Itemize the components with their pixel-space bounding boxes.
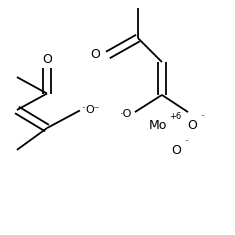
Text: ··: ·· [200, 113, 205, 121]
Text: Mo: Mo [149, 119, 168, 132]
Text: O: O [90, 48, 100, 62]
Text: ·O: ·O [120, 109, 133, 119]
Text: ··: ·· [184, 137, 190, 146]
Text: O: O [172, 144, 181, 157]
Text: O: O [187, 119, 197, 132]
Text: ·: · [82, 102, 86, 115]
Text: O⁻: O⁻ [86, 106, 100, 115]
Text: +6: +6 [169, 113, 181, 121]
Text: O: O [42, 53, 52, 66]
